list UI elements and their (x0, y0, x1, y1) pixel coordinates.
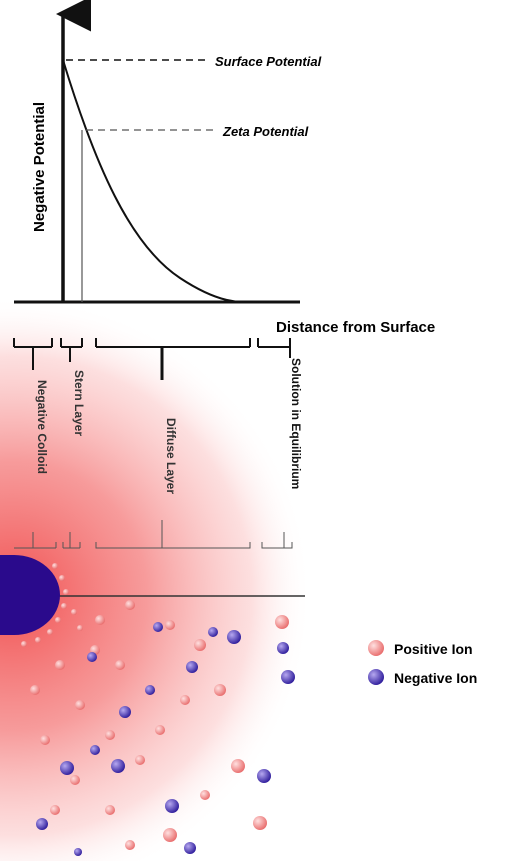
surface-potential-label: Surface Potential (215, 54, 322, 69)
positive-ion (21, 641, 27, 647)
region-brackets-bottom (14, 520, 293, 549)
negative-ion (257, 769, 271, 783)
positive-ion (75, 700, 85, 710)
negative-ion (145, 685, 155, 695)
negative-ion (111, 759, 125, 773)
positive-ion (50, 805, 60, 815)
negative-ion (165, 799, 179, 813)
positive-ion (231, 759, 245, 773)
negative-ion (90, 745, 100, 755)
negative-ion (153, 622, 163, 632)
positive-ion (275, 615, 289, 629)
positive-ion (135, 755, 145, 765)
x-axis-label: Distance from Surface (276, 319, 435, 336)
positive-ion (70, 775, 80, 785)
positive-ion (214, 684, 226, 696)
y-axis-label: Negative Potential (31, 102, 48, 232)
negative-ion (281, 670, 295, 684)
positive-ion (30, 685, 40, 695)
positive-ion (55, 617, 61, 623)
positive-ion (125, 600, 135, 610)
negative-ion (74, 848, 82, 856)
negative-ion (227, 630, 241, 644)
negative-ion (36, 818, 48, 830)
negative-colloid-body (0, 555, 60, 635)
positive-ion (180, 695, 190, 705)
positive-ion (165, 620, 175, 630)
legend-negative-ion-swatch (368, 669, 384, 685)
positive-ion (95, 615, 105, 625)
legend-positive-ion-swatch (368, 640, 384, 656)
label-stern-layer: Stern Layer (72, 370, 86, 436)
positive-ion (77, 625, 83, 631)
positive-ion (105, 730, 115, 740)
potential-graph: Surface Potential Zeta Potential Negativ… (14, 0, 435, 336)
potential-curve (62, 59, 269, 304)
positive-ion (59, 575, 65, 581)
legend-negative-ion-label: Negative Ion (394, 670, 477, 686)
positive-ion (200, 790, 210, 800)
negative-ion (119, 706, 131, 718)
positive-ion (40, 735, 50, 745)
label-solution-equilibrium: Solution in Equilibrium (289, 358, 303, 489)
positive-ion (71, 609, 77, 615)
negative-ion (186, 661, 198, 673)
zeta-potential-label: Zeta Potential (222, 124, 309, 139)
label-diffuse-layer: Diffuse Layer (164, 418, 178, 494)
negative-ion (184, 842, 196, 854)
positive-ion (115, 660, 125, 670)
positive-ion (55, 660, 65, 670)
positive-ion (125, 840, 135, 850)
positive-ion (47, 629, 53, 635)
positive-ion (163, 828, 177, 842)
positive-ion (194, 639, 206, 651)
region-brackets-top (13, 338, 291, 380)
ion-group (21, 563, 295, 856)
positive-ion (35, 637, 41, 643)
label-negative-colloid: Negative Colloid (35, 380, 49, 474)
positive-ion (61, 603, 67, 609)
positive-ion (63, 589, 69, 595)
negative-ion (60, 761, 74, 775)
negative-ion (87, 652, 97, 662)
positive-ion (52, 563, 58, 569)
negative-ion (208, 627, 218, 637)
positive-ion (105, 805, 115, 815)
legend-positive-ion-label: Positive Ion (394, 641, 473, 657)
positive-ion (155, 725, 165, 735)
negative-ion (277, 642, 289, 654)
positive-ion (253, 816, 267, 830)
legend: Positive Ion Negative Ion (368, 640, 477, 686)
